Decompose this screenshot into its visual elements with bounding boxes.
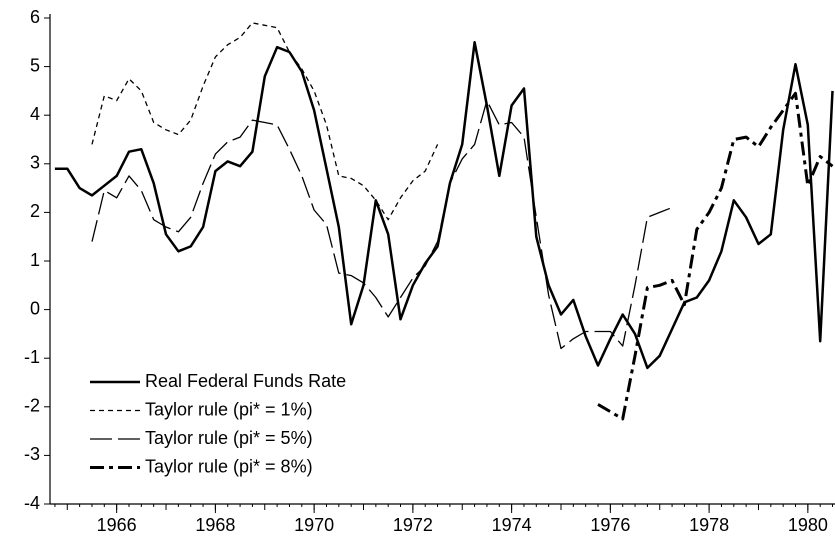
series-line [597, 91, 834, 421]
x-tick-label: 1974 [492, 515, 532, 535]
y-tick-label: 5 [30, 55, 40, 75]
series-line [91, 22, 439, 221]
x-tick-label: 1968 [195, 515, 235, 535]
y-tick-label: 3 [30, 153, 40, 173]
y-tick-label: -1 [24, 347, 40, 367]
y-tick-label: 2 [30, 201, 40, 221]
x-tick-label: 1980 [788, 515, 828, 535]
x-tick-label: 1970 [294, 515, 334, 535]
legend-label: Taylor rule (pi* = 8%) [145, 456, 313, 476]
y-tick-label: -2 [24, 396, 40, 416]
x-tick-label: 1966 [97, 515, 137, 535]
y-tick-label: 4 [30, 104, 40, 124]
y-tick-label: 6 [30, 7, 40, 27]
y-tick-label: 0 [30, 298, 40, 318]
series-line [54, 41, 834, 370]
legend-label: Real Federal Funds Rate [145, 371, 346, 391]
y-tick-label: -4 [24, 493, 40, 513]
x-tick-label: 1972 [393, 515, 433, 535]
plot-area [54, 22, 834, 421]
series-line [91, 99, 673, 350]
x-tick-label: 1976 [590, 515, 630, 535]
x-tick-label: 1978 [689, 515, 729, 535]
y-tick-label: 1 [30, 250, 40, 270]
y-tick-label: -3 [24, 444, 40, 464]
legend-label: Taylor rule (pi* = 5%) [145, 428, 313, 448]
legend-label: Taylor rule (pi* = 1%) [145, 399, 313, 419]
